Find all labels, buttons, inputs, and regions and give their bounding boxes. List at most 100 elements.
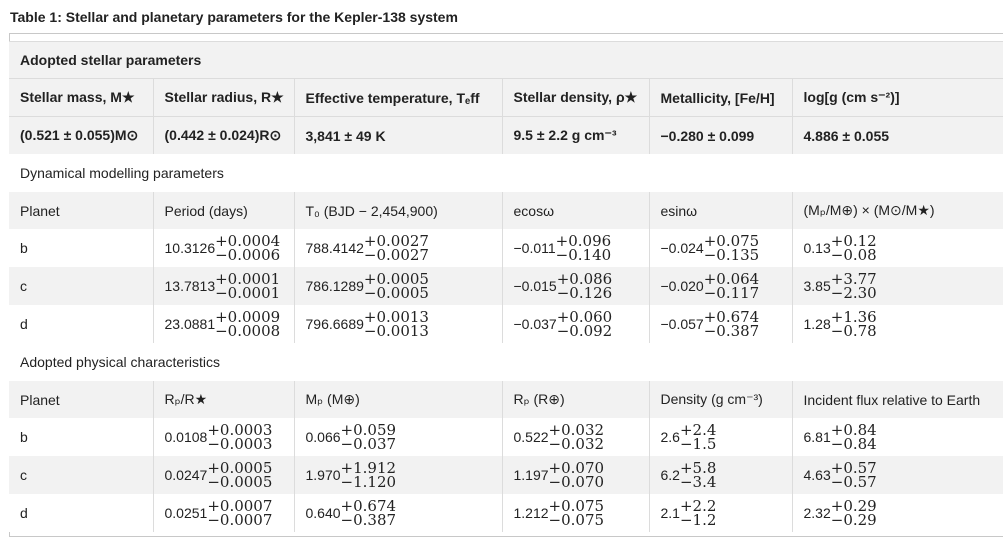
lower-error: −0.0027 (363, 246, 429, 264)
lower-error: −0.0008 (215, 322, 281, 340)
uncertainty: +0.0005 −0.0005 (363, 270, 429, 302)
lower-error: −0.0007 (207, 511, 273, 529)
section-title-dynamical: Dynamical modelling parameters (9, 154, 1004, 192)
physical-header-row: Planet Rₚ/R★ Mₚ (M⊕) Rₚ (R⊕) Density (g … (9, 381, 1004, 418)
value-cell: 4.63 +0.57 −0.57 (791, 456, 1004, 494)
upper-error: +0.674 (340, 497, 397, 515)
lower-error: −2.30 (830, 284, 877, 302)
value-text: 0.0247 (164, 467, 208, 483)
dynamical-rows: b 10.3126 +0.0004 −0.0006 788.4142 +0.0027 −0.… (9, 229, 1004, 343)
value-text: −0.015 (513, 278, 557, 294)
value-cell: −0.011 +0.096 −0.140 (501, 229, 649, 267)
upper-error: +1.36 (830, 308, 877, 326)
lower-error: −0.117 (703, 284, 760, 302)
section-title-physical: Adopted physical characteristics (9, 343, 1004, 381)
lower-error: −0.0005 (207, 473, 273, 491)
value-text: 0.640 (305, 505, 341, 521)
value-cell: 1.970 +1.912 −1.120 (293, 456, 502, 494)
section-row: Adopted stellar parameters (9, 41, 1004, 79)
value-cell: 6.81 +0.84 −0.84 (791, 418, 1004, 456)
upper-error: +0.29 (830, 497, 877, 515)
value-text: 1.28 (803, 316, 831, 332)
dynamical-header-row: Planet Period (days) T₀ (BJD − 2,454,900… (9, 192, 1004, 229)
header-cell: (Mₚ/M⊕) × (M⊙/M★) (791, 192, 1004, 229)
value-cell: 1.28 +1.36 −0.78 (791, 305, 1004, 343)
value-text: 23.0881 (164, 316, 216, 332)
table-row: b 10.3126 +0.0004 −0.0006 788.4142 +0.0027 −0.… (9, 229, 1004, 267)
uncertainty: +0.0013 −0.0013 (363, 308, 429, 340)
value-cell: −0.280 ± 0.099 (648, 116, 792, 154)
value-cell: −0.024 +0.075 −0.135 (648, 229, 792, 267)
lower-error: −0.075 (548, 511, 605, 529)
section-title-stellar: Adopted stellar parameters (9, 41, 1004, 79)
stellar-value-row: (0.521 ± 0.055)M⊙ (0.442 ± 0.024)R⊙ 3,84… (9, 116, 1004, 154)
uncertainty: +0.064 −0.117 (703, 272, 760, 302)
lower-error: −0.08 (830, 246, 877, 264)
upper-error: +0.075 (703, 232, 760, 250)
uncertainty: +3.77 −2.30 (830, 272, 877, 302)
uncertainty: +0.0003 −0.0003 (207, 423, 273, 453)
lower-error: −0.140 (555, 246, 612, 264)
value-text: 6.2 (660, 467, 680, 483)
upper-error: +2.2 (679, 497, 717, 515)
value-cell: 0.066 +0.059 −0.037 (293, 418, 502, 456)
value-text: −0.057 (660, 316, 704, 332)
header-cell: ecosω (501, 192, 649, 229)
value-text: 6.81 (803, 429, 831, 445)
lower-error: −0.092 (556, 322, 613, 340)
uncertainty: +0.059 −0.037 (341, 423, 397, 452)
value-cell: 0.0247 +0.0005 −0.0005 (152, 456, 294, 494)
value-text: 0.066 (305, 429, 341, 445)
upper-error: +0.57 (830, 459, 877, 477)
header-cell: esinω (648, 192, 792, 229)
upper-error: +0.0005 (363, 270, 429, 288)
value-text: 10.3126 (164, 240, 216, 256)
header-cell: Period (days) (152, 192, 294, 229)
value-cell: −0.057 +0.674 −0.387 (648, 305, 792, 343)
lower-error: −3.4 (679, 473, 717, 491)
lower-error: −0.0006 (215, 246, 281, 264)
uncertainty: +0.0001 −0.0001 (215, 272, 280, 301)
upper-error: +0.0027 (363, 232, 429, 250)
value-text: 3.85 (803, 278, 831, 294)
upper-error: +0.096 (555, 232, 612, 250)
value-cell: 6.2 +5.8 −3.4 (648, 456, 792, 494)
value-cell: 4.886 ± 0.055 (791, 116, 1004, 154)
table-row: c 0.0247 +0.0005 −0.0005 1.970 +1.912 −1.120 1.… (9, 456, 1004, 494)
planet-cell: d (9, 494, 153, 532)
upper-error: +0.075 (548, 497, 605, 515)
header-cell: Rₚ/R★ (152, 381, 294, 418)
uncertainty: +1.36 −0.78 (830, 308, 877, 339)
value-cell: 23.0881 +0.0009 −0.0008 (152, 305, 294, 343)
lower-error: −0.387 (340, 511, 397, 529)
uncertainty: +0.060 −0.092 (556, 310, 613, 340)
uncertainty: +0.075 −0.075 (548, 497, 605, 529)
value-cell: 0.0108 +0.0003 −0.0003 (152, 418, 294, 456)
value-text: 2.6 (660, 429, 680, 445)
upper-error: +0.674 (703, 308, 760, 326)
physical-rows: b 0.0108 +0.0003 −0.0003 0.066 +0.059 −0.037 0.… (9, 418, 1004, 532)
value-cell: 1.212 +0.075 −0.075 (501, 494, 649, 532)
uncertainty: +0.0005 −0.0005 (207, 461, 273, 491)
value-cell: −0.037 +0.060 −0.092 (501, 305, 649, 343)
header-cell: Density (g cm⁻³) (648, 381, 792, 418)
lower-error: −0.0003 (207, 435, 273, 453)
lower-error: −0.0013 (363, 322, 429, 340)
header-cell: Planet (9, 192, 153, 229)
uncertainty: +2.4 −1.5 (680, 423, 716, 452)
value-cell: −0.020 +0.064 −0.117 (648, 267, 792, 305)
header-cell: Mₚ (M⊕) (293, 381, 502, 418)
upper-error: +0.0013 (363, 308, 429, 326)
lower-error: −0.84 (830, 435, 877, 453)
value-text: −0.037 (513, 316, 557, 332)
value-text: 0.522 (513, 429, 549, 445)
header-cell: log[g (cm s⁻²)] (791, 78, 1004, 117)
header-cell: Stellar density, ρ★ (501, 78, 649, 117)
value-cell: 0.0251 +0.0007 −0.0007 (152, 494, 294, 532)
lower-error: −0.0005 (363, 284, 429, 302)
lower-error: −1.2 (679, 511, 717, 529)
upper-error: +0.0009 (215, 308, 281, 326)
value-text: 13.7813 (164, 278, 216, 294)
value-cell: −0.015 +0.086 −0.126 (501, 267, 649, 305)
planet-cell: b (9, 229, 153, 267)
